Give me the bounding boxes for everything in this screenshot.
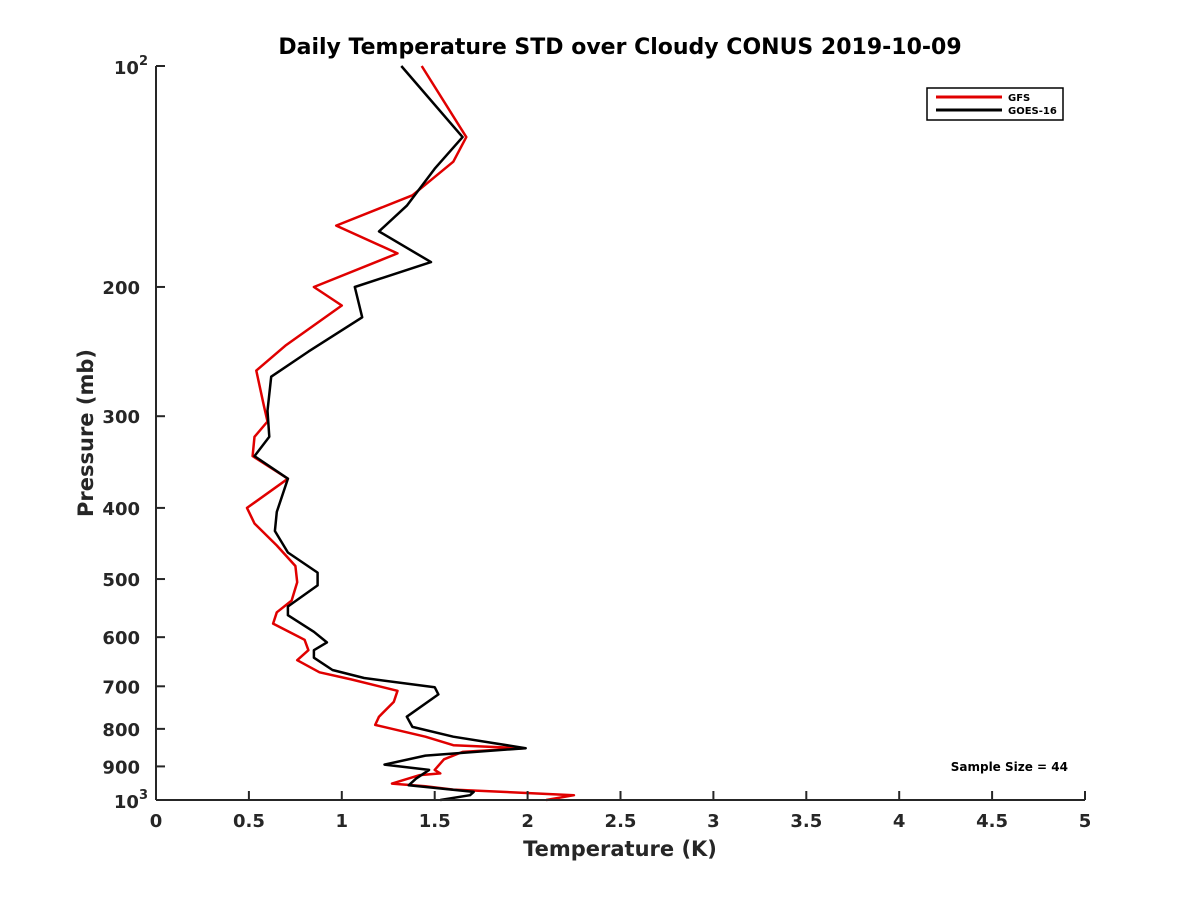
x-tick-label: 1.5 [419,811,451,832]
series-line-goes-16 [253,65,527,802]
x-axis-label: Temperature (K) [523,837,717,861]
legend: GFS GOES-16 [926,87,1064,121]
y-tick-label: 200 [102,278,140,299]
y-tick-label: 700 [102,677,140,698]
y-axis-label: Pressure (mb) [74,349,98,517]
x-tick-label: 4.5 [976,811,1008,832]
x-tick-label: 0.5 [233,811,265,832]
y-tick-label: 500 [102,570,140,591]
plot-lines [245,65,576,802]
y-tick-label: 800 [102,720,140,741]
y-tick-label: 102 [114,54,148,79]
legend-box [926,87,1064,121]
x-tick-label: 2.5 [605,811,637,832]
y-tick-label: 103 [114,788,148,813]
x-tick-label: 2 [521,811,534,832]
y-tick-label: 600 [102,628,140,649]
x-tick-label: 4 [893,811,906,832]
sample-size-annotation: Sample Size = 44 [951,760,1068,774]
y-tick-label: 900 [102,757,140,778]
y-ticks: 102 200 300 400 500 600 700 800 900 103 [102,54,165,813]
x-tick-label: 1 [336,811,349,832]
x-tick-label: 3 [707,811,720,832]
legend-label-goes16: GOES-16 [1008,106,1057,117]
x-tick-label: 5 [1079,811,1092,832]
y-tick-label: 400 [102,499,140,520]
x-tick-label: 3.5 [790,811,822,832]
legend-label-gfs: GFS [1008,93,1030,104]
chart-title: Daily Temperature STD over Cloudy CONUS … [278,35,961,60]
x-tick-label: 0 [150,811,163,832]
x-ticks: 0 0.5 1 1.5 2 2.5 3 3.5 4 4.5 5 [150,791,1092,832]
y-tick-label: 300 [102,407,140,428]
series-line-gfs [245,65,576,802]
